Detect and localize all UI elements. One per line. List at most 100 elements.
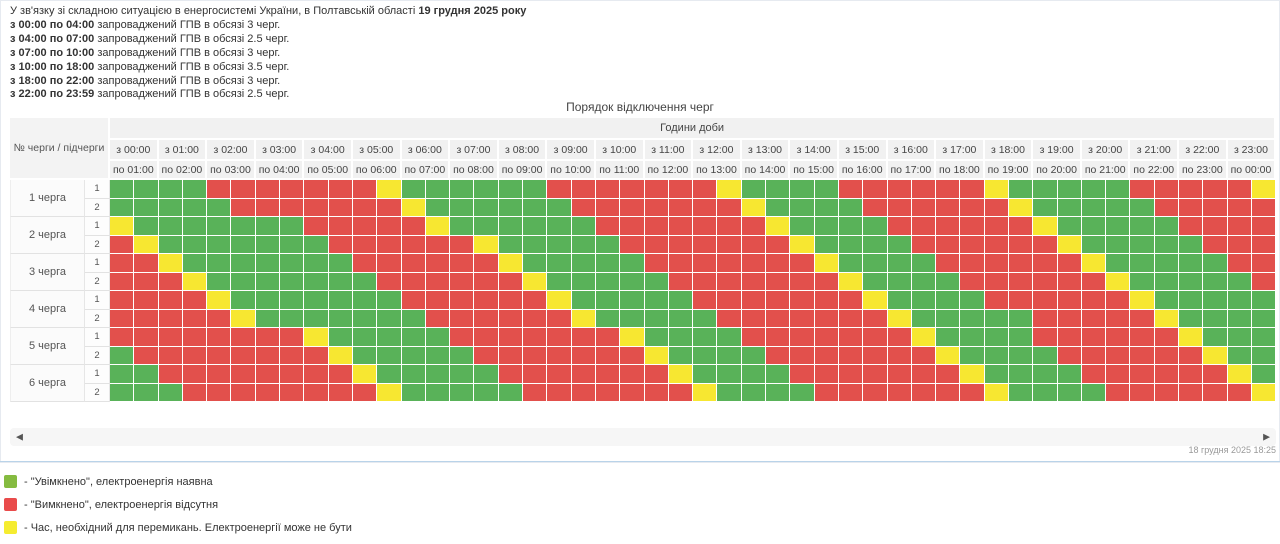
- slot-cell: [936, 235, 961, 254]
- slot-cell: [571, 254, 596, 273]
- slot-cell: [766, 198, 791, 217]
- legend-label: - "Увімкнено", електроенергія наявна: [24, 475, 213, 488]
- slot-cell: [134, 383, 159, 402]
- slot-cell: [1227, 272, 1252, 291]
- slot-cell: [936, 309, 961, 328]
- slot-cell: [231, 272, 256, 291]
- legend: - "Увімкнено", електроенергія наявна - "…: [4, 475, 352, 544]
- slot-cell: [1130, 272, 1155, 291]
- scroll-left-icon[interactable]: ◀: [16, 431, 23, 442]
- slot-cell: [1227, 309, 1252, 328]
- slot-cell: [474, 254, 499, 273]
- slot-cell: [1203, 346, 1228, 365]
- slot-cell: [936, 365, 961, 384]
- slot-cell: [547, 365, 572, 384]
- slot-cell: [328, 217, 353, 236]
- slot-cell: [1130, 235, 1155, 254]
- slot-cell: [280, 328, 305, 347]
- slot-cell: [207, 383, 232, 402]
- slot-cell: [1057, 198, 1082, 217]
- slot-cell: [620, 272, 645, 291]
- hour-from-cell: з 03:00: [255, 140, 305, 161]
- slot-cell: [911, 235, 937, 254]
- slot-cell: [547, 309, 572, 328]
- slot-cell: [207, 365, 232, 384]
- slot-cell: [474, 272, 499, 291]
- hour-to-cell: по 06:00: [352, 161, 402, 180]
- slot-cell: [280, 365, 305, 384]
- slot-cell: [644, 198, 669, 217]
- slot-cell: [790, 346, 815, 365]
- slot-cell: [693, 217, 718, 236]
- slot-cell: [352, 272, 378, 291]
- slot-cell: [741, 365, 767, 384]
- slot-cell: [255, 235, 281, 254]
- scroll-right-icon[interactable]: ▶: [1263, 431, 1270, 442]
- slot-cell: [352, 217, 378, 236]
- slot-cell: [498, 365, 524, 384]
- slot-cell: [693, 346, 718, 365]
- slot-cell: [474, 198, 499, 217]
- slot-cell: [766, 180, 791, 199]
- slot-cell: [182, 254, 208, 273]
- slot-cell: [1081, 180, 1107, 199]
- slot-cell: [231, 309, 256, 328]
- slot-cell: [741, 291, 767, 310]
- slot-cell: [911, 346, 937, 365]
- slot-cell: [523, 217, 548, 236]
- slot-cell: [838, 309, 864, 328]
- slot-cell: [911, 383, 937, 402]
- slot-cell: [110, 198, 135, 217]
- slot-cell: [814, 180, 839, 199]
- slot-cell: [1130, 198, 1155, 217]
- slot-cell: [571, 309, 596, 328]
- slot-cell: [766, 383, 791, 402]
- slot-cell: [280, 198, 305, 217]
- slot-cell: [814, 235, 839, 254]
- slot-cell: [1227, 198, 1252, 217]
- slot-cell: [231, 198, 256, 217]
- hour-from-cell: з 12:00: [693, 140, 742, 161]
- hour-from-cell: з 22:00: [1179, 140, 1228, 161]
- slot-cell: [1203, 272, 1228, 291]
- slot-cell: [1033, 328, 1058, 347]
- slot-cell: [668, 291, 694, 310]
- slot-cell: [158, 291, 183, 310]
- slot-cell: [693, 235, 718, 254]
- slot-cell: [936, 272, 961, 291]
- slot-cell: [863, 291, 888, 310]
- slot-cell: [1106, 365, 1131, 384]
- slot-cell: [280, 346, 305, 365]
- slot-cell: [571, 346, 596, 365]
- scrollbar-track[interactable]: ◀ ▶: [10, 428, 1276, 446]
- slot-cell: [984, 291, 1009, 310]
- slot-cell: [1154, 180, 1180, 199]
- hour-from-cell: з 13:00: [741, 140, 791, 161]
- slot-cell: [887, 235, 912, 254]
- hour-to-cell: по 09:00: [498, 161, 548, 180]
- hour-from-cell: з 08:00: [498, 140, 548, 161]
- slot-cell: [304, 365, 329, 384]
- slot-cell: [1106, 272, 1131, 291]
- slot-cell: [1154, 346, 1180, 365]
- slot-cell: [668, 346, 694, 365]
- slot-cell: [1203, 365, 1228, 384]
- schedule-grid: № черги / підчерги Години доби з 00:00 з 01…: [10, 118, 1277, 402]
- slot-cell: [1081, 365, 1107, 384]
- slot-cell: [571, 365, 596, 384]
- slot-cell: [1081, 198, 1107, 217]
- slot-cell: [911, 180, 937, 199]
- slot-cell: [766, 309, 791, 328]
- day-hours-header: Години доби: [110, 118, 1277, 140]
- slot-cell: [1179, 365, 1204, 384]
- hour-from-cell: з 02:00: [207, 140, 256, 161]
- slot-cell: [644, 235, 669, 254]
- slot-cell: [984, 180, 1009, 199]
- slot-cell: [231, 254, 256, 273]
- slot-cell: [498, 328, 524, 347]
- slot-cell: [571, 198, 596, 217]
- slot-cell: [741, 346, 767, 365]
- slot-cell: [693, 291, 718, 310]
- slot-cell: [231, 365, 256, 384]
- hour-from-cell: з 07:00: [450, 140, 499, 161]
